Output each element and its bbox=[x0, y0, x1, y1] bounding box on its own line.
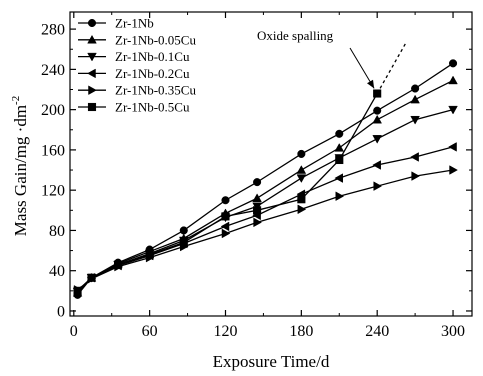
series-line bbox=[77, 93, 378, 292]
series-5 bbox=[73, 41, 407, 295]
data-point bbox=[335, 191, 345, 202]
series-line bbox=[77, 109, 454, 293]
data-point bbox=[252, 193, 262, 202]
data-point bbox=[253, 217, 262, 228]
series-4 bbox=[73, 165, 458, 295]
legend-item: Zr-1Nb-0.1Cu bbox=[78, 49, 190, 64]
y-tick-label: 40 bbox=[49, 263, 65, 280]
x-tick-label: 240 bbox=[365, 323, 389, 340]
legend-item: Zr-1Nb-0.35Cu bbox=[78, 83, 196, 98]
data-point bbox=[334, 173, 344, 183]
data-point bbox=[448, 59, 458, 68]
y-tick-label: 200 bbox=[41, 102, 65, 119]
data-point bbox=[372, 135, 382, 144]
legend-item: Zr-1Nb-0.5Cu bbox=[78, 100, 190, 115]
legend-marker bbox=[88, 85, 97, 95]
series-line bbox=[77, 146, 454, 292]
data-point bbox=[373, 106, 382, 115]
data-point bbox=[410, 115, 420, 125]
x-tick-label: 60 bbox=[142, 323, 158, 340]
legend-label: Zr-1Nb-0.5Cu bbox=[115, 100, 190, 115]
legend-item: Zr-1Nb bbox=[78, 16, 154, 31]
y-axis-title-main: Mass Gain/mg ·dm bbox=[11, 105, 30, 236]
y-tick-label: 80 bbox=[49, 223, 65, 240]
y-tick-label: 0 bbox=[57, 303, 65, 320]
legend-item: Zr-1Nb-0.05Cu bbox=[78, 32, 196, 47]
data-point bbox=[372, 114, 382, 124]
legend-marker bbox=[87, 68, 96, 79]
data-point bbox=[179, 238, 188, 247]
series-line bbox=[77, 62, 454, 296]
data-point bbox=[410, 94, 420, 104]
legend-label: Zr-1Nb bbox=[115, 16, 154, 31]
data-point bbox=[253, 206, 262, 215]
data-point bbox=[449, 165, 458, 175]
data-point bbox=[335, 129, 344, 138]
data-point bbox=[221, 196, 230, 205]
x-axis-title: Exposure Time/d bbox=[213, 352, 330, 371]
data-point bbox=[372, 160, 381, 170]
x-tick-label: 0 bbox=[70, 323, 78, 340]
legend-label: Zr-1Nb-0.1Cu bbox=[115, 49, 190, 64]
y-tick-label: 160 bbox=[41, 142, 65, 159]
data-point bbox=[73, 286, 82, 295]
data-point bbox=[335, 155, 344, 165]
x-tick-label: 300 bbox=[441, 323, 465, 340]
y-tick-label: 280 bbox=[41, 22, 65, 39]
data-point bbox=[411, 84, 420, 93]
data-point bbox=[448, 75, 458, 85]
y-tick-label: 240 bbox=[41, 62, 65, 79]
x-tick-label: 180 bbox=[289, 323, 313, 340]
series-line bbox=[77, 79, 454, 294]
data-point bbox=[373, 181, 383, 191]
series-layer bbox=[72, 41, 458, 299]
data-point bbox=[145, 250, 154, 259]
data-point bbox=[297, 204, 307, 215]
data-point bbox=[297, 195, 306, 204]
data-point bbox=[448, 105, 458, 115]
plot-frame bbox=[69, 11, 473, 317]
legend-label: Zr-1Nb-0.05Cu bbox=[115, 32, 196, 47]
legend-marker bbox=[87, 34, 97, 44]
x-tick-label: 120 bbox=[213, 323, 237, 340]
legend-marker bbox=[87, 18, 97, 28]
series-extrapolation-line bbox=[376, 41, 407, 94]
series-line bbox=[77, 169, 454, 291]
y-tick-label: 120 bbox=[41, 183, 65, 200]
legend-marker bbox=[87, 52, 97, 62]
data-point bbox=[448, 142, 457, 152]
legend-item: Zr-1Nb-0.2Cu bbox=[78, 66, 190, 81]
data-point bbox=[334, 143, 345, 152]
series-3 bbox=[72, 142, 457, 296]
data-point bbox=[221, 212, 230, 221]
ticks-layer: 0 60 120 180 240 300 0 40 80 120 160 200 240 280 bbox=[41, 12, 472, 340]
legend-label: Zr-1Nb-0.35Cu bbox=[115, 83, 196, 98]
data-point bbox=[296, 165, 307, 174]
data-point bbox=[221, 228, 231, 239]
annotation-arrowhead bbox=[367, 79, 375, 89]
data-point bbox=[410, 152, 419, 162]
series-2 bbox=[72, 105, 458, 297]
legend-label: Zr-1Nb-0.2Cu bbox=[115, 66, 190, 81]
data-point bbox=[297, 149, 306, 158]
data-point bbox=[113, 260, 123, 269]
legend-marker bbox=[87, 102, 97, 112]
annotation-text: Oxide spalling bbox=[257, 28, 334, 43]
data-point bbox=[220, 221, 230, 232]
data-point bbox=[253, 178, 262, 187]
annotation-layer: Oxide spalling bbox=[257, 28, 375, 89]
data-point bbox=[87, 273, 96, 282]
y-axis-title-superscript: -2 bbox=[10, 96, 22, 105]
data-point bbox=[296, 174, 307, 183]
data-point bbox=[179, 226, 188, 235]
data-point bbox=[411, 171, 420, 181]
data-point bbox=[373, 89, 382, 98]
y-axis-title: Mass Gain/mg ·dm-2 bbox=[10, 96, 30, 236]
